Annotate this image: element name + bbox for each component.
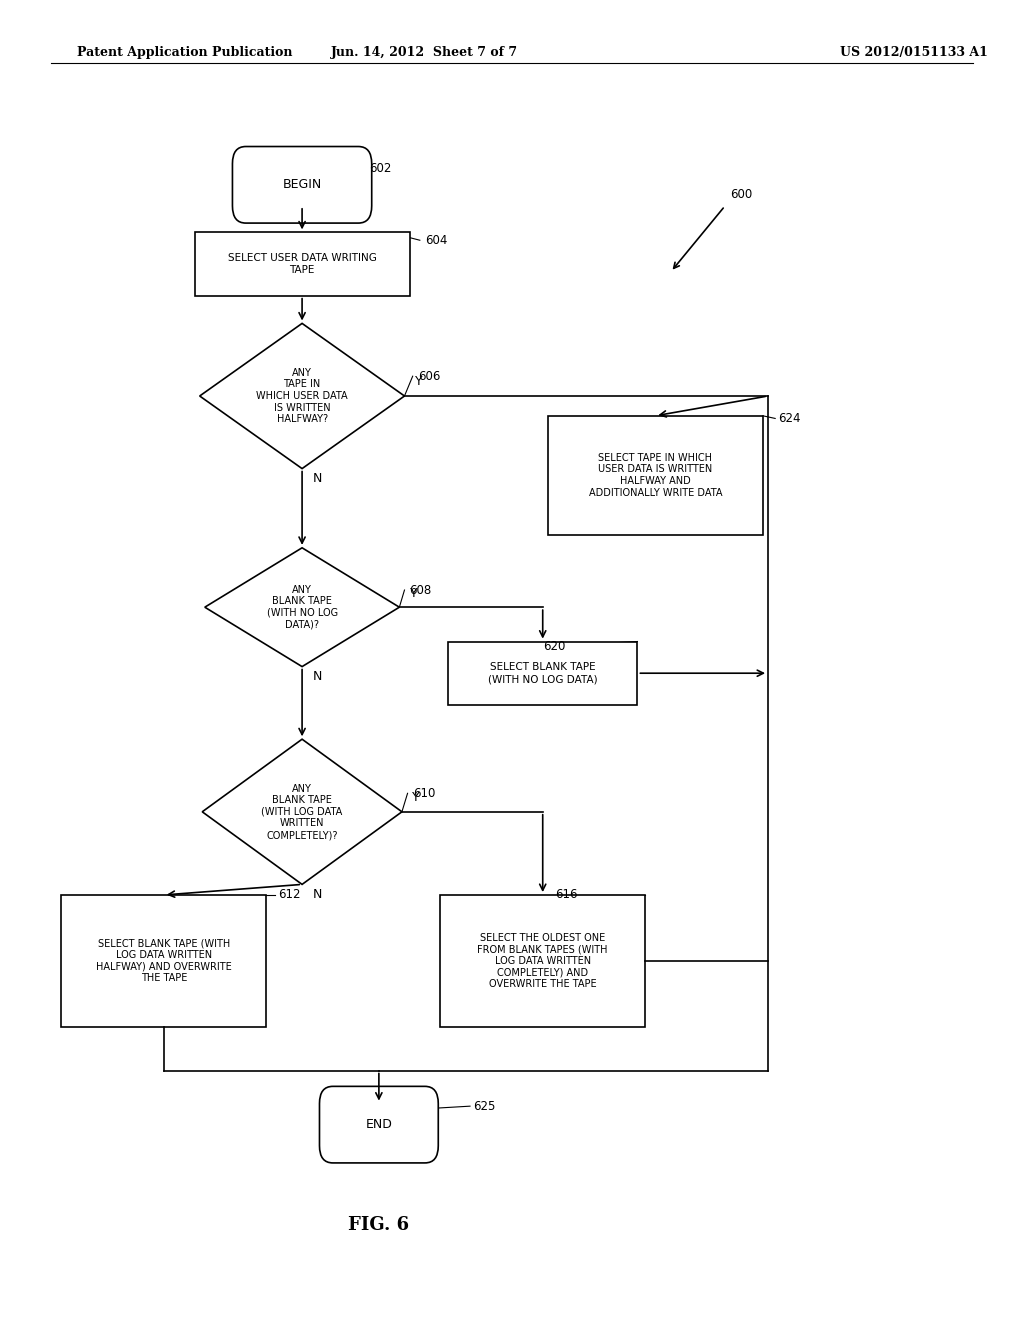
Text: Y: Y bbox=[410, 586, 417, 599]
Text: 602: 602 bbox=[369, 162, 391, 176]
Text: SELECT BLANK TAPE (WITH
LOG DATA WRITTEN
HALFWAY) AND OVERWRITE
THE TAPE: SELECT BLANK TAPE (WITH LOG DATA WRITTEN… bbox=[96, 939, 231, 983]
Text: SELECT THE OLDEST ONE
FROM BLANK TAPES (WITH
LOG DATA WRITTEN
COMPLETELY) AND
OV: SELECT THE OLDEST ONE FROM BLANK TAPES (… bbox=[477, 933, 608, 989]
Text: 610: 610 bbox=[413, 787, 435, 800]
Bar bbox=[449, 642, 637, 705]
Text: N: N bbox=[312, 669, 322, 682]
Text: Patent Application Publication: Patent Application Publication bbox=[77, 46, 292, 59]
Polygon shape bbox=[205, 548, 399, 667]
Text: 600: 600 bbox=[730, 187, 753, 201]
Polygon shape bbox=[202, 739, 401, 884]
Text: 624: 624 bbox=[778, 412, 801, 425]
Text: Y: Y bbox=[415, 375, 422, 388]
Bar bbox=[195, 232, 410, 296]
Bar bbox=[440, 895, 645, 1027]
Text: ANY
BLANK TAPE
(WITH NO LOG
DATA)?: ANY BLANK TAPE (WITH NO LOG DATA)? bbox=[266, 585, 338, 630]
Text: 608: 608 bbox=[410, 583, 432, 597]
Text: ANY
BLANK TAPE
(WITH LOG DATA
WRITTEN
COMPLETELY)?: ANY BLANK TAPE (WITH LOG DATA WRITTEN CO… bbox=[261, 784, 343, 840]
Text: FIG. 6: FIG. 6 bbox=[348, 1216, 410, 1234]
Bar bbox=[61, 895, 266, 1027]
Text: US 2012/0151133 A1: US 2012/0151133 A1 bbox=[840, 46, 987, 59]
Text: SELECT TAPE IN WHICH
USER DATA IS WRITTEN
HALFWAY AND
ADDITIONALLY WRITE DATA: SELECT TAPE IN WHICH USER DATA IS WRITTE… bbox=[589, 453, 722, 498]
Text: N: N bbox=[312, 887, 322, 900]
Text: ANY
TAPE IN
WHICH USER DATA
IS WRITTEN
HALFWAY?: ANY TAPE IN WHICH USER DATA IS WRITTEN H… bbox=[256, 368, 348, 424]
Text: 606: 606 bbox=[418, 370, 440, 383]
Text: SELECT USER DATA WRITING
TAPE: SELECT USER DATA WRITING TAPE bbox=[227, 253, 377, 275]
Text: Jun. 14, 2012  Sheet 7 of 7: Jun. 14, 2012 Sheet 7 of 7 bbox=[332, 46, 518, 59]
Text: BEGIN: BEGIN bbox=[283, 178, 322, 191]
FancyBboxPatch shape bbox=[232, 147, 372, 223]
FancyBboxPatch shape bbox=[319, 1086, 438, 1163]
Text: 625: 625 bbox=[473, 1100, 496, 1113]
Text: N: N bbox=[312, 471, 322, 484]
Text: Y: Y bbox=[412, 791, 420, 804]
Bar bbox=[548, 416, 763, 535]
Text: 612: 612 bbox=[279, 888, 301, 902]
Text: 616: 616 bbox=[555, 888, 578, 902]
Text: SELECT BLANK TAPE
(WITH NO LOG DATA): SELECT BLANK TAPE (WITH NO LOG DATA) bbox=[487, 663, 598, 684]
Text: 604: 604 bbox=[425, 234, 447, 247]
Text: 620: 620 bbox=[543, 640, 565, 653]
Text: END: END bbox=[366, 1118, 392, 1131]
Polygon shape bbox=[200, 323, 404, 469]
